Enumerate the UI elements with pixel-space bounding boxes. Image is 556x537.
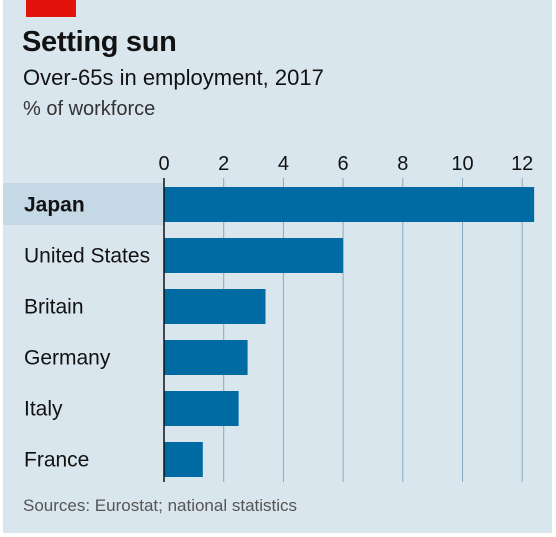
bar-italy bbox=[164, 391, 239, 426]
bar-japan bbox=[164, 187, 534, 222]
x-tick-label: 4 bbox=[278, 153, 289, 175]
source-note: Sources: Eurostat; national statistics bbox=[23, 496, 297, 516]
x-tick-label: 0 bbox=[158, 153, 169, 175]
category-label: Britain bbox=[24, 296, 84, 319]
bar-germany bbox=[164, 340, 248, 375]
bar-france bbox=[164, 442, 203, 477]
x-tick-label: 2 bbox=[218, 153, 229, 175]
x-tick-label: 8 bbox=[397, 153, 408, 175]
category-label: Germany bbox=[24, 347, 111, 370]
category-label: United States bbox=[24, 245, 150, 268]
category-label: Italy bbox=[24, 398, 63, 421]
x-tick-label: 12 bbox=[511, 153, 533, 175]
category-label: France bbox=[24, 449, 89, 472]
category-label: Japan bbox=[24, 194, 85, 217]
bar-britain bbox=[164, 289, 265, 324]
x-tick-label: 6 bbox=[338, 153, 349, 175]
x-tick-label: 10 bbox=[451, 153, 473, 175]
bar-united-states bbox=[164, 238, 343, 273]
